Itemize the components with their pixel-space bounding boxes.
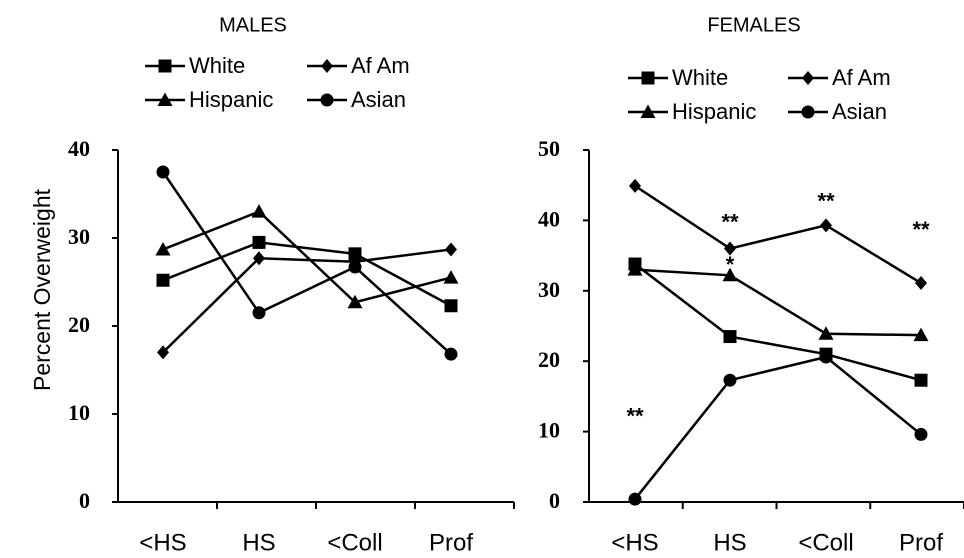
x-tick-label: <HS (139, 529, 186, 556)
data-point-circle (252, 306, 266, 320)
chart-title: FEMALES (707, 14, 800, 36)
x-tick-label: Prof (429, 529, 473, 556)
chart-title: MALES (219, 14, 287, 36)
data-point-triangle (443, 270, 459, 284)
y-tick-label: 30 (68, 224, 90, 249)
data-point-triangle (627, 262, 643, 276)
legend-label: Hispanic (189, 87, 273, 112)
data-point-diamond (724, 241, 736, 256)
legend-marker-square (641, 71, 655, 85)
y-tick-label: 10 (538, 418, 560, 443)
data-point-triangle (722, 267, 738, 282)
significance-annotation: ** (626, 403, 644, 428)
legend-marker-circle (320, 93, 334, 107)
data-point-square (156, 273, 170, 287)
series-line-diamond (634, 184, 922, 285)
data-point-triangle (913, 327, 929, 342)
series-line-triangle (162, 210, 452, 304)
y-tick-label: 20 (538, 347, 560, 372)
females-panel: FEMALES White Af Am Hispanic Asian 0 10 20 30 40 5… (538, 14, 964, 556)
legend-label: Asian (351, 87, 406, 112)
legend-label: Hispanic (672, 99, 756, 124)
y-tick-label: 20 (68, 312, 90, 337)
legend-label: White (189, 53, 245, 78)
legend-marker-square (158, 59, 172, 73)
legend-label: Af Am (351, 53, 410, 78)
data-point-triangle (818, 326, 834, 340)
data-point-diamond (253, 251, 265, 266)
data-point-square (348, 247, 362, 261)
series-line-square (162, 241, 452, 307)
data-point-circle (156, 165, 170, 179)
y-tick-label: 0 (549, 488, 560, 513)
legend-marker-triangle (157, 92, 173, 106)
data-point-triangle (251, 204, 267, 218)
data-point-square (252, 235, 266, 249)
data-point-square (723, 330, 737, 344)
legend-marker-circle (801, 105, 815, 119)
data-point-triangle (155, 241, 171, 256)
data-point-circle (819, 350, 833, 364)
series-line-diamond (162, 248, 452, 354)
series-line-circle (161, 171, 452, 356)
y-tick-label: 0 (79, 488, 90, 513)
legend-marker-triangle (640, 104, 656, 118)
x-tick-label: HS (242, 529, 275, 556)
legend-label: White (672, 65, 728, 90)
data-point-circle (914, 427, 928, 441)
significance-annotation: ** (721, 210, 739, 235)
x-tick-label: <Coll (798, 529, 853, 556)
x-tick-label: Prof (899, 529, 943, 556)
data-point-circle (348, 260, 362, 274)
series-line-circle (634, 355, 922, 500)
data-point-square (444, 299, 458, 313)
data-point-diamond (820, 218, 832, 233)
series-line-triangle (634, 268, 922, 337)
data-point-diamond (915, 276, 927, 291)
significance-annotation: ** (817, 189, 835, 214)
x-tick-label: <HS (611, 529, 658, 556)
data-point-diamond (445, 242, 457, 257)
y-tick-label: 40 (68, 136, 90, 161)
data-point-square (914, 373, 928, 387)
data-point-triangle (347, 294, 363, 309)
data-point-circle (444, 347, 458, 361)
data-point-diamond (629, 178, 641, 193)
y-tick-label: 40 (538, 206, 560, 231)
y-tick-label: 30 (538, 277, 560, 302)
y-tick-label: 50 (538, 136, 560, 161)
series-line-square (634, 263, 922, 382)
legend-label: Asian (832, 99, 887, 124)
legend-label: Af Am (832, 65, 891, 90)
legend-marker-diamond (321, 59, 333, 73)
y-axis-label: Percent Overweight (29, 188, 55, 391)
x-tick-label: <Coll (327, 529, 382, 556)
males-panel: MALES White Af Am Hispanic Asian Percent Over… (29, 14, 515, 556)
y-tick-label: 10 (68, 400, 90, 425)
data-point-diamond (157, 345, 169, 360)
data-point-circle (628, 492, 642, 506)
significance-annotation: ** (912, 217, 930, 242)
significance-annotation: * (726, 252, 735, 277)
data-point-circle (723, 373, 737, 387)
x-tick-label: HS (713, 529, 746, 556)
legend-marker-diamond (802, 71, 814, 85)
